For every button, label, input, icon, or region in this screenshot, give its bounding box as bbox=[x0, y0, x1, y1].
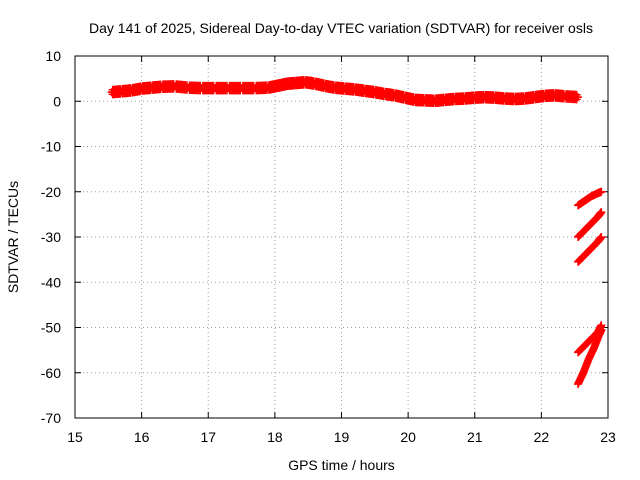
x-tick-label: 21 bbox=[467, 429, 483, 445]
data-point bbox=[597, 208, 606, 217]
y-axis-label: SDTVAR / TECUs bbox=[5, 181, 21, 293]
x-tick-label: 16 bbox=[134, 429, 150, 445]
data-points bbox=[107, 76, 606, 389]
y-tick-label: 10 bbox=[45, 48, 61, 64]
data-point bbox=[597, 187, 606, 196]
series-arc-3 bbox=[574, 233, 606, 266]
y-tick-label: -70 bbox=[41, 410, 61, 426]
x-tick-label: 17 bbox=[200, 429, 216, 445]
x-axis-label: GPS time / hours bbox=[288, 457, 395, 473]
series-arc-5 bbox=[574, 325, 606, 389]
series-main bbox=[107, 76, 583, 108]
y-tick-label: 0 bbox=[53, 93, 61, 109]
axis-ticks: 15 16 17 18 19 20 21 22 23 10 0 -10 -20 -30 -40 -50 -60 -… bbox=[41, 48, 616, 445]
x-tick-label: 19 bbox=[334, 429, 350, 445]
x-tick-label: 15 bbox=[67, 429, 83, 445]
x-tick-label: 20 bbox=[400, 429, 416, 445]
y-tick-label: -30 bbox=[41, 229, 61, 245]
y-tick-label: -20 bbox=[41, 184, 61, 200]
data-point bbox=[597, 233, 606, 241]
series-arc-1 bbox=[574, 187, 606, 210]
y-tick-label: -60 bbox=[41, 365, 61, 381]
series-arc-2 bbox=[574, 208, 606, 241]
y-tick-label: -50 bbox=[41, 320, 61, 336]
x-tick-label: 22 bbox=[534, 429, 550, 445]
chart-title: Day 141 of 2025, Sidereal Day-to-day VTE… bbox=[89, 20, 593, 36]
x-tick-label: 23 bbox=[600, 429, 616, 445]
plot-frame bbox=[74, 55, 609, 419]
data-point bbox=[574, 93, 583, 102]
data-point bbox=[597, 325, 606, 334]
grid-lines bbox=[75, 56, 608, 418]
x-tick-label: 18 bbox=[267, 429, 283, 445]
y-tick-label: -10 bbox=[41, 139, 61, 155]
y-tick-label: -40 bbox=[41, 274, 61, 290]
